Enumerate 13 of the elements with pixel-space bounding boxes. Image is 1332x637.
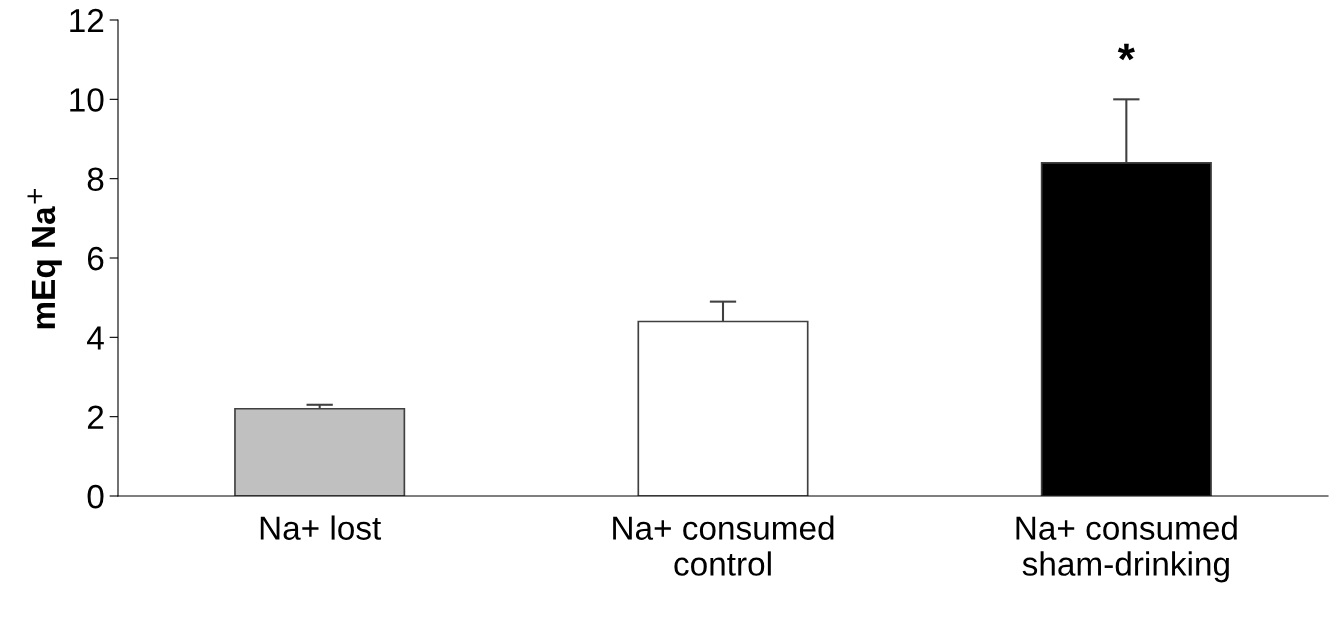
x-tick-label: Na+ consumed control	[613, 515, 834, 576]
x-tick-label: Na+ consumed sham-drinking	[1016, 515, 1237, 583]
bar	[234, 407, 406, 496]
y-tick-label: 12	[70, 8, 104, 33]
y-tick-label: 4	[87, 326, 104, 350]
y-tick-label: 0	[87, 484, 104, 509]
y-tick-label: 10	[70, 88, 104, 112]
y-tick-label: 8	[87, 167, 104, 192]
y-tick-label: 2	[87, 405, 104, 429]
x-tick-label: Na+ lost	[260, 515, 382, 540]
y-tick-label: 6	[87, 246, 104, 271]
annotation: *	[1117, 43, 1135, 61]
y-axis-title: mEq Na$^{+}$	[27, 189, 62, 329]
